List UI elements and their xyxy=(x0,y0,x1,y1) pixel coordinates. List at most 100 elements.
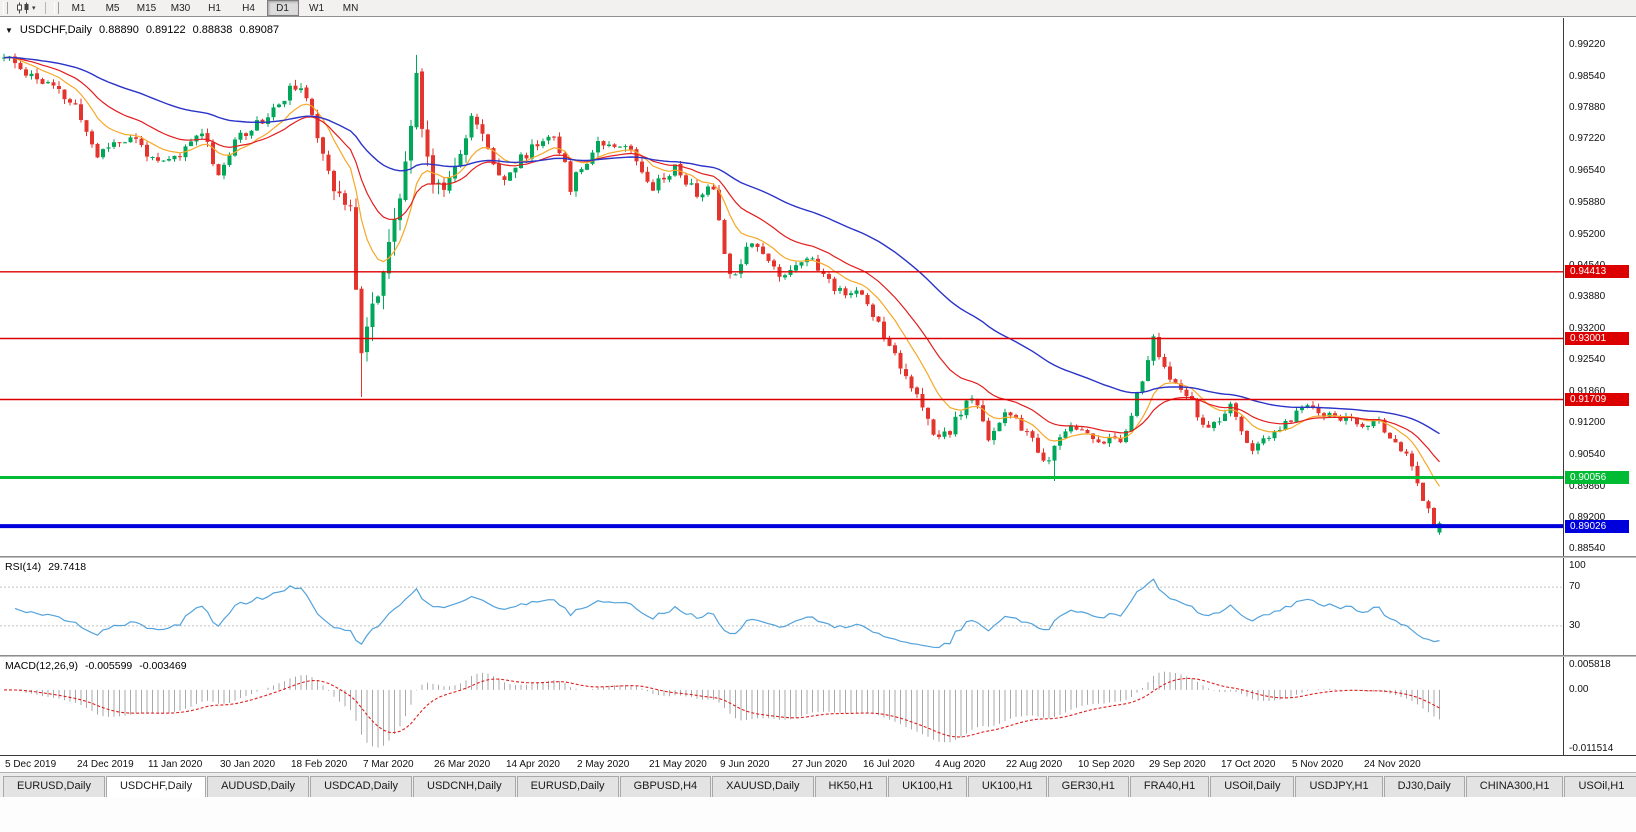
macd-signal-value: -0.003469 xyxy=(139,660,187,672)
chart-area: ▼ USDCHF,Daily 0.88890 0.89122 0.88838 0… xyxy=(0,18,1636,755)
timeframe-button-h1[interactable]: H1 xyxy=(208,2,221,14)
chart-tab-uk100-h1[interactable]: UK100,H1 xyxy=(967,776,1047,797)
chart-tab-usdcad-daily[interactable]: USDCAD,Daily xyxy=(310,776,413,797)
chart-tab-usoil-h1[interactable]: USOil,H1 xyxy=(1564,776,1636,797)
price-tick: 0.93880 xyxy=(1569,291,1606,302)
price-tick: 0.95880 xyxy=(1569,197,1606,208)
chart-tab-dj30-daily[interactable]: DJ30,Daily xyxy=(1383,776,1465,797)
timeframe-button-m30[interactable]: M30 xyxy=(170,2,191,14)
chart-tab-usdcnh-daily[interactable]: USDCNH,Daily xyxy=(413,776,516,797)
high-value: 0.89122 xyxy=(145,24,186,36)
price-tick: 0.97880 xyxy=(1569,102,1606,113)
price-tick: 0.92540 xyxy=(1569,354,1606,365)
candlestick-chart-icon xyxy=(17,2,29,14)
chart-tab-xauusd-daily[interactable]: XAUUSD,Daily xyxy=(712,776,814,797)
timeframe-button-m15[interactable]: M15 xyxy=(136,2,157,14)
chart-tab-usdchf-daily[interactable]: USDCHF,Daily xyxy=(105,776,207,797)
hline-price-badge: 0.94413 xyxy=(1565,265,1629,278)
date-label: 26 Mar 2020 xyxy=(434,759,491,770)
time-axis[interactable]: 5 Dec 2019 24 Dec 2019 11 Jan 2020 30 Jan 2… xyxy=(0,755,1636,772)
plot-region[interactable]: ▼ USDCHF,Daily 0.88890 0.89122 0.88838 0… xyxy=(0,18,1563,755)
timeframe-button-w1[interactable]: W1 xyxy=(309,2,325,14)
chart-tab-audusd-daily[interactable]: AUDUSD,Daily xyxy=(207,776,310,797)
price-tick: 0.89860 xyxy=(1569,481,1606,492)
timeframes-toolbar: ▾ M1 M5 M15 M30 H1 H4 D1 W1 MN xyxy=(0,0,1636,17)
price-tick: 0.98540 xyxy=(1569,71,1606,82)
date-label: 18 Feb 2020 xyxy=(291,759,348,770)
hline-price-badge: 0.91709 xyxy=(1565,393,1629,406)
close-value: 0.89087 xyxy=(239,24,280,36)
chevron-down-icon: ▾ xyxy=(32,4,36,12)
chart-tab-uk100-h1[interactable]: UK100,H1 xyxy=(888,776,967,797)
price-tick: 0.93200 xyxy=(1569,323,1606,334)
hline-price-badge: 0.90056 xyxy=(1565,471,1629,484)
chart-tab-china300-h1[interactable]: CHINA300,H1 xyxy=(1465,776,1564,797)
rsi-tick: 100 xyxy=(1569,560,1586,571)
panel-splitter-rsi[interactable] xyxy=(0,556,1636,558)
date-label: 5 Nov 2020 xyxy=(1292,759,1344,770)
date-label: 17 Oct 2020 xyxy=(1221,759,1276,770)
chart-symbol-label: USDCHF,Daily xyxy=(19,24,93,36)
date-label: 24 Dec 2019 xyxy=(77,759,134,770)
price-tick: 0.97220 xyxy=(1569,133,1606,144)
date-label: 4 Aug 2020 xyxy=(935,759,986,770)
rsi-tick: 30 xyxy=(1569,620,1581,631)
price-tick: 0.91200 xyxy=(1569,417,1606,428)
chart-tab-fra40-h1[interactable]: FRA40,H1 xyxy=(1129,776,1210,797)
bottom-filler xyxy=(0,797,1636,832)
price-tick: 0.90540 xyxy=(1569,449,1606,460)
chart-tab-usoil-daily[interactable]: USOil,Daily xyxy=(1210,776,1295,797)
date-label: 5 Dec 2019 xyxy=(5,759,57,770)
hline-price-badge: 0.93001 xyxy=(1565,332,1629,345)
macd-tick: -0.011514 xyxy=(1569,743,1614,754)
date-label: 16 Jul 2020 xyxy=(863,759,915,770)
low-value: 0.88838 xyxy=(192,24,233,36)
macd-tick: 0.005818 xyxy=(1569,659,1611,670)
open-value: 0.88890 xyxy=(99,24,139,36)
date-label: 2 May 2020 xyxy=(577,759,630,770)
timeframe-button-mn[interactable]: MN xyxy=(342,2,359,14)
date-label: 21 May 2020 xyxy=(649,759,707,770)
price-tick: 0.89200 xyxy=(1569,512,1606,523)
price-tick: 0.91860 xyxy=(1569,386,1606,397)
timeframe-buttons: M1 M5 M15 M30 H1 H4 D1 W1 MN xyxy=(63,0,367,16)
chart-tab-gbpusd-h4[interactable]: GBPUSD,H4 xyxy=(619,776,712,797)
date-label: 9 Jun 2020 xyxy=(720,759,770,770)
date-label: 22 Aug 2020 xyxy=(1006,759,1063,770)
rsi-tick: 70 xyxy=(1569,581,1581,592)
chart-tab-usdjpy-h1[interactable]: USDJPY,H1 xyxy=(1295,776,1383,797)
chart-tab-eurusd-daily[interactable]: EURUSD,Daily xyxy=(3,776,105,797)
timeframe-button-m5[interactable]: M5 xyxy=(105,2,120,14)
chart-tab-ger30-h1[interactable]: GER30,H1 xyxy=(1047,776,1129,797)
macd-name: MACD(12,26,9) xyxy=(5,660,78,672)
chart-tab-hk50-h1[interactable]: HK50,H1 xyxy=(814,776,888,797)
rsi-name: RSI(14) xyxy=(5,561,42,573)
toolbar-grip[interactable] xyxy=(3,2,8,14)
macd-tick: 0.00 xyxy=(1569,684,1589,695)
rsi-label: RSI(14) 29.7418 xyxy=(5,561,86,573)
price-axis[interactable]: 0.99220 0.98540 0.97880 0.97220 0.96540 0.958… xyxy=(1563,18,1636,755)
date-label: 29 Sep 2020 xyxy=(1149,759,1206,770)
date-label: 7 Mar 2020 xyxy=(363,759,414,770)
chart-tabs-bar: EURUSD,Daily USDCHF,Daily AUDUSD,Daily USDC… xyxy=(0,772,1636,797)
price-tick: 0.96540 xyxy=(1569,165,1606,176)
date-label: 10 Sep 2020 xyxy=(1078,759,1135,770)
date-label: 14 Apr 2020 xyxy=(506,759,560,770)
panel-splitter-macd[interactable] xyxy=(0,655,1636,657)
one-click-trading-icon[interactable]: ▼ xyxy=(5,25,13,35)
price-tick: 0.88540 xyxy=(1569,543,1606,554)
date-label: 27 Jun 2020 xyxy=(792,759,848,770)
toolbar-grip[interactable] xyxy=(53,2,59,14)
chart-tab-eurusd-daily[interactable]: EURUSD,Daily xyxy=(516,776,619,797)
macd-label: MACD(12,26,9) -0.005599 -0.003469 xyxy=(5,660,187,672)
hline-price-badge: 0.89026 xyxy=(1565,520,1629,533)
rsi-value: 29.7418 xyxy=(48,561,87,573)
timeframe-button-m1[interactable]: M1 xyxy=(71,2,86,14)
macd-main-value: -0.005599 xyxy=(84,660,133,672)
timeframe-button-h4[interactable]: H4 xyxy=(242,2,255,14)
chart-type-button[interactable]: ▾ xyxy=(12,1,40,16)
timeframe-button-d1[interactable]: D1 xyxy=(266,0,299,16)
date-label: 30 Jan 2020 xyxy=(220,759,276,770)
chart-ohlc-label: ▼ USDCHF,Daily 0.88890 0.89122 0.88838 0… xyxy=(5,24,279,36)
